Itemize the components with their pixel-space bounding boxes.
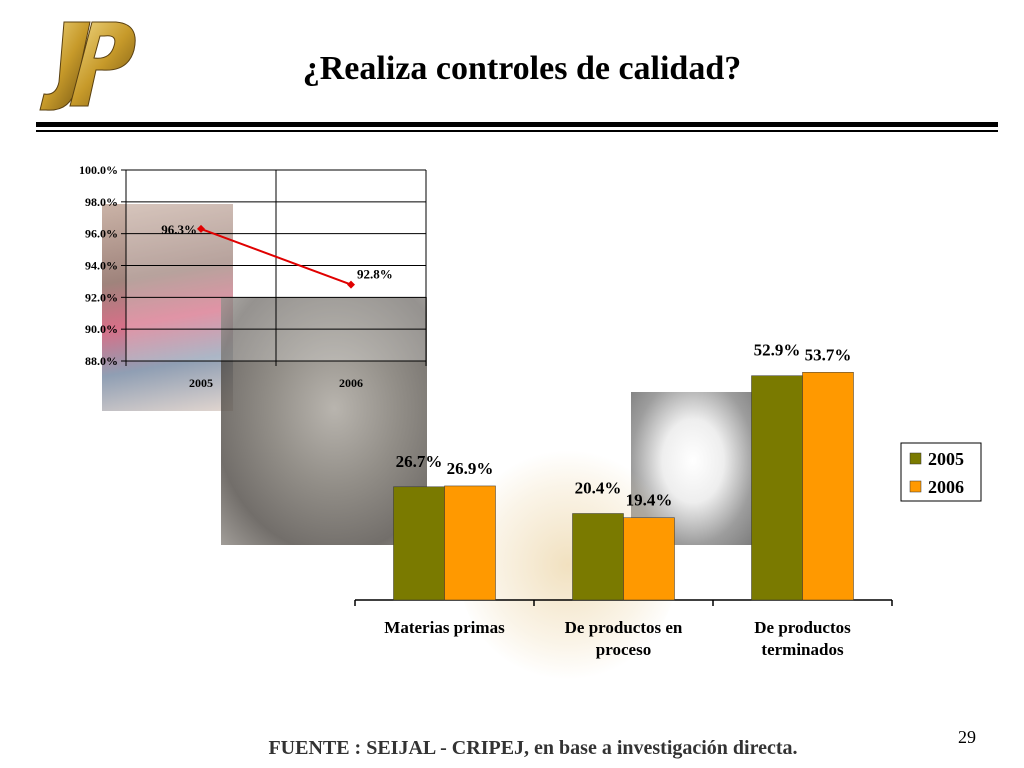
page-number: 29: [958, 727, 976, 747]
x-tick-label: 2005: [189, 376, 213, 390]
line-point: [197, 224, 205, 233]
title-divider-thin: [36, 130, 998, 132]
bar-category-label: terminados: [761, 640, 844, 659]
source-footer: FUENTE : SEIJAL - CRIPEJ, en base a inve…: [268, 737, 798, 759]
bar-2005: [393, 486, 445, 601]
y-tick-label: 96.0%: [85, 227, 118, 241]
bar-2005: [572, 513, 624, 601]
legend-label: 2006: [928, 477, 964, 497]
y-tick-label: 88.0%: [85, 354, 118, 368]
y-tick-label: 94.0%: [85, 259, 118, 273]
line-series: [200, 227, 352, 286]
bar-2005: [751, 375, 803, 601]
line-point: [347, 280, 355, 289]
x-tick-label: 2006: [339, 376, 363, 390]
legend-swatch: [909, 452, 922, 465]
legend-swatch: [909, 480, 922, 493]
bar-category-label: De productos en: [565, 618, 683, 637]
bar-category-label: De productos: [754, 618, 851, 637]
y-tick-label: 100.0%: [79, 163, 118, 177]
bar-category-label: Materias primas: [384, 618, 505, 637]
bar-data-label: 20.4%: [575, 479, 622, 498]
bar-2006: [802, 372, 854, 601]
photo-woman-necklace: [221, 297, 427, 545]
y-tick-label: 90.0%: [85, 322, 118, 336]
photo-woman-red: [102, 204, 233, 411]
y-tick-label: 92.0%: [85, 290, 118, 304]
point-data-label: 92.8%: [357, 267, 393, 282]
bar-data-label: 52.9%: [754, 341, 801, 360]
bar-category-label: proceso: [596, 640, 651, 659]
title-divider: [36, 122, 998, 127]
bar-data-label: 53.7%: [805, 345, 852, 364]
page-title: ¿Realiza controles de calidad?: [302, 50, 742, 87]
legend-label: 2005: [928, 449, 964, 469]
bar-data-label: 19.4%: [626, 491, 673, 510]
point-data-label: 96.3%: [161, 222, 197, 237]
y-tick-label: 98.0%: [85, 195, 118, 209]
jp-logo-icon: [39, 21, 136, 111]
bar-2006: [444, 485, 496, 601]
bar-data-label: 26.7%: [396, 452, 443, 471]
bar-data-label: 26.9%: [447, 459, 494, 478]
bar-2006: [623, 517, 675, 601]
